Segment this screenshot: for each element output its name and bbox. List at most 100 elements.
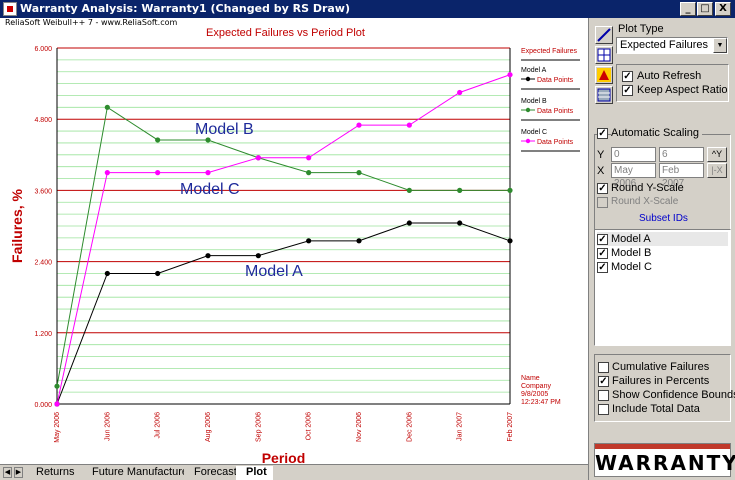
x-tick-label: May 2006 <box>54 412 61 443</box>
subset-item-model-a[interactable]: ✓ Model A <box>597 232 728 246</box>
keep-aspect-checkbox[interactable]: ✓ <box>622 85 633 96</box>
legend-title: Expected Failures <box>521 48 578 55</box>
cumulative-checkbox[interactable] <box>598 362 609 373</box>
plot-type-value: Expected Failures <box>620 39 709 51</box>
subset-label: Model B <box>611 247 652 259</box>
chart-title: Expected Failures vs Period Plot <box>206 27 365 39</box>
warranty-logo: WARRANTY <box>594 443 735 477</box>
tab-scroll-right-icon[interactable]: ▶ <box>14 467 23 478</box>
confidence-checkbox[interactable] <box>598 390 609 401</box>
data-point <box>205 170 211 176</box>
chevron-down-icon[interactable]: ▼ <box>713 38 727 53</box>
y-max-field[interactable]: 6 <box>659 147 704 162</box>
x-min-field[interactable]: May 2006 <box>611 163 656 189</box>
plot-type-icon[interactable] <box>595 26 613 44</box>
confidence-label: Show Confidence Bounds <box>612 389 735 401</box>
data-point <box>406 220 412 226</box>
automatic-scaling-checkbox[interactable]: ✓ <box>597 128 608 139</box>
data-point <box>54 383 60 389</box>
plot-type-select[interactable]: Expected Failures ▼ <box>616 37 728 54</box>
minimize-button[interactable]: _ <box>680 2 696 16</box>
x-tick-label: Jan 2007 <box>457 412 464 441</box>
rs-draw-icon[interactable] <box>595 66 613 84</box>
y-tick-label: 1.200 <box>34 331 52 338</box>
subset-ids-title: Subset IDs <box>639 213 688 224</box>
x-scale-label: X <box>597 165 605 177</box>
data-point <box>507 238 513 244</box>
logo-accent-bar <box>595 444 730 449</box>
x-tick-label: Aug 2006 <box>205 412 212 442</box>
series-line <box>56 74 511 405</box>
data-point <box>406 122 412 128</box>
stamp-line: Name <box>521 375 540 382</box>
percents-checkbox[interactable]: ✓ <box>598 376 609 387</box>
subset-list: ✓ Model A ✓ Model B ✓ Model C <box>594 229 731 346</box>
data-point <box>205 137 211 143</box>
data-point <box>306 170 312 176</box>
header-note: ReliaSoft Weibull++ 7 - www.ReliaSoft.co… <box>5 18 178 27</box>
data-point <box>155 137 161 143</box>
x-max-field[interactable]: Feb 2007 <box>659 163 704 189</box>
series-line <box>56 222 511 405</box>
subset-label: Model A <box>611 233 651 245</box>
x-tick-label: Sep 2006 <box>255 412 262 442</box>
round-x-checkbox[interactable] <box>597 197 608 208</box>
data-point <box>155 170 161 176</box>
tab-forecast[interactable]: Forecast <box>184 466 243 480</box>
y-tick-label: 6.000 <box>34 46 52 53</box>
subset-item-model-c[interactable]: ✓ Model C <box>597 260 728 274</box>
tab-returns[interactable]: Returns <box>26 466 81 480</box>
subset-checkbox[interactable]: ✓ <box>597 261 608 273</box>
legend-series-name: Model C <box>521 129 547 136</box>
y-min-field[interactable]: 0 <box>611 147 656 162</box>
maximize-button[interactable]: □ <box>697 2 713 16</box>
data-point <box>356 170 362 176</box>
round-y-label: Round Y-Scale <box>611 182 684 194</box>
expected-failures-chart: 0.000 1.200 2.400 3.600 4.800 6.000 May 2006 Ju… <box>9 27 580 466</box>
window-title: Warranty Analysis: Warranty1 (Changed by… <box>20 2 350 15</box>
total-data-checkbox[interactable] <box>598 404 609 415</box>
data-point <box>507 187 513 193</box>
y-scale-reset-icon[interactable]: ^Y <box>707 147 727 162</box>
x-tick-label: Oct 2006 <box>306 412 313 441</box>
plot-type-label: Plot Type <box>618 23 664 35</box>
options-group <box>594 354 731 422</box>
data-point <box>457 220 463 226</box>
model-annotation: Model C <box>180 181 240 198</box>
logo-text: WARRANTY <box>595 451 735 475</box>
data-point <box>255 253 261 259</box>
keep-aspect-label: Keep Aspect Ratio <box>637 84 728 96</box>
legend-point-label: Data Points <box>537 139 574 146</box>
subset-label: Model C <box>611 261 652 273</box>
app-icon <box>3 2 17 16</box>
tab-future-manufacture[interactable]: Future Manufacture <box>82 466 194 480</box>
round-y-checkbox[interactable]: ✓ <box>597 183 608 194</box>
data-point <box>155 270 161 277</box>
x-tick-label: Jul 2006 <box>155 412 162 439</box>
subset-checkbox[interactable]: ✓ <box>597 247 608 259</box>
auto-refresh-checkbox[interactable]: ✓ <box>622 71 633 82</box>
stamp-line: 9/8/2005 <box>521 391 548 398</box>
legend-marker <box>525 107 531 113</box>
tab-scroll-left-icon[interactable]: ◀ <box>3 467 12 478</box>
legend-point-label: Data Points <box>537 108 574 115</box>
data-point <box>104 104 110 110</box>
plot-area: ReliaSoft Weibull++ 7 - www.ReliaSoft.co… <box>0 18 588 466</box>
y-tick-label: 4.800 <box>34 117 52 124</box>
data-point <box>255 155 261 161</box>
y-axis-title: Failures, % <box>9 188 25 262</box>
title-bar[interactable]: Warranty Analysis: Warranty1 (Changed by… <box>0 0 735 18</box>
data-point <box>54 401 60 407</box>
x-tick-label: Nov 2006 <box>356 412 363 442</box>
y-tick-label: 3.600 <box>34 188 52 195</box>
x-scale-reset-icon[interactable]: |-X <box>707 163 727 178</box>
legend-marker <box>525 138 531 144</box>
plot-setup-icon[interactable] <box>595 86 613 104</box>
tab-plot[interactable]: Plot <box>236 466 273 480</box>
subset-checkbox[interactable]: ✓ <box>597 233 608 245</box>
total-data-label: Include Total Data <box>612 403 700 415</box>
cumulative-label: Cumulative Failures <box>612 361 710 373</box>
subset-item-model-b[interactable]: ✓ Model B <box>597 246 728 260</box>
grid-settings-icon[interactable] <box>595 46 613 64</box>
close-button[interactable]: X <box>715 2 731 16</box>
